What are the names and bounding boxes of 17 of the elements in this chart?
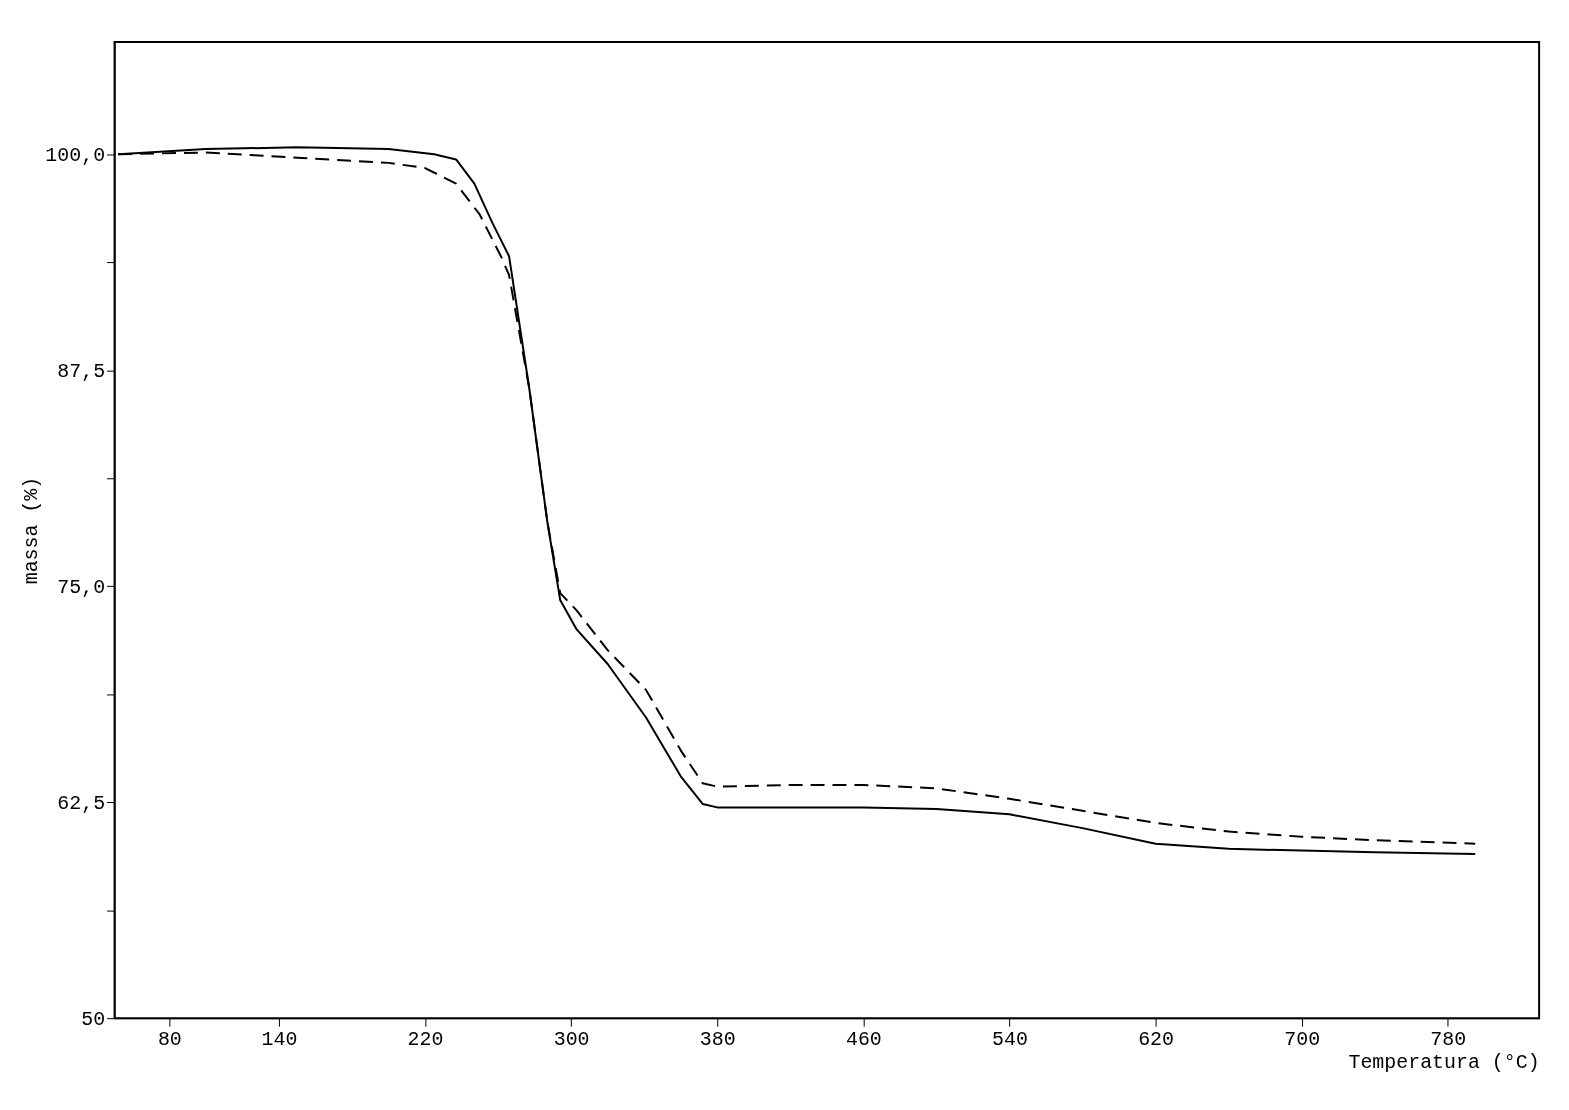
x-tick-label: 700 [1284, 1027, 1321, 1051]
y-tick-label: 75,0 [57, 575, 106, 599]
x-axis-title: Temperatura (°C) [1348, 1051, 1540, 1075]
x-tick-label: 620 [1138, 1027, 1174, 1051]
x-tick-label: 80 [157, 1027, 182, 1051]
x-tick-label: 780 [1430, 1027, 1467, 1051]
x-tick-label: 140 [261, 1027, 298, 1051]
y-axis-title: massa (%) [20, 476, 44, 585]
x-tick-label: 540 [992, 1027, 1028, 1051]
x-tick-label: 460 [845, 1027, 882, 1051]
y-tick-label: 50 [81, 1007, 106, 1031]
y-tick-label: 87,5 [57, 359, 106, 383]
y-tick-label: 100,0 [45, 143, 106, 167]
x-tick-label: 380 [699, 1027, 736, 1051]
x-tick-label: 220 [407, 1027, 444, 1051]
y-tick-label: 62,5 [57, 791, 106, 815]
x-tick-label: 300 [553, 1027, 590, 1051]
